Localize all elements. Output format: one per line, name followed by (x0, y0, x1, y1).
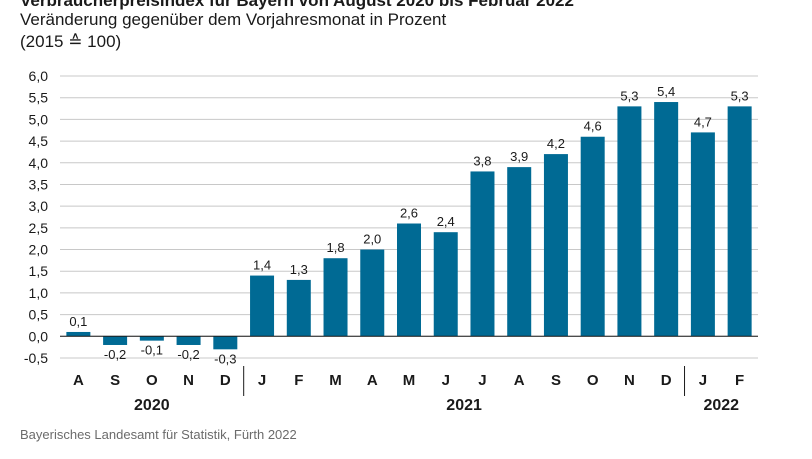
category-label: J (478, 372, 486, 389)
bar (507, 167, 532, 337)
bar (397, 223, 421, 337)
bar (139, 336, 164, 341)
category-label: A (367, 372, 378, 389)
data-label: 4,7 (694, 114, 712, 129)
data-label: 4,2 (547, 136, 565, 151)
category-label: O (146, 372, 158, 389)
data-labels: 0,1 -0,2 -0,1 -0,2 -0,3 1,4 1,3 1,8 2,0 2,6 2,4 3,8… (69, 84, 748, 366)
data-label: 5,3 (731, 88, 749, 103)
year-label: 2021 (446, 397, 482, 414)
bar (654, 102, 679, 337)
y-tick-label: 1,0 (29, 285, 49, 301)
data-label: 5,3 (620, 88, 638, 103)
category-label: M (403, 372, 416, 389)
bar (286, 279, 311, 337)
y-tick-label: 2,0 (29, 242, 49, 258)
data-label: 2,4 (437, 214, 455, 229)
bar (727, 106, 752, 337)
data-label: 1,3 (290, 262, 308, 277)
y-tick-label: 6,0 (29, 68, 49, 84)
category-label: F (294, 372, 303, 389)
data-label: 5,4 (657, 84, 675, 99)
chart-base-note: (2015 ≙ 100) (20, 32, 122, 51)
data-label: 1,8 (326, 240, 344, 255)
bar (66, 331, 91, 337)
year-label: 2020 (134, 397, 170, 414)
data-label: -0,2 (177, 347, 199, 362)
data-label: 1,4 (253, 258, 271, 273)
y-tick-label: 4,0 (29, 155, 49, 171)
bars (66, 102, 752, 350)
category-label: A (73, 372, 84, 389)
y-tick-label: 0,0 (29, 328, 49, 344)
category-label: F (735, 372, 744, 389)
y-tick-label: 5,5 (29, 90, 49, 106)
data-label: 3,9 (510, 149, 528, 164)
data-label: 0,1 (69, 314, 87, 329)
y-tick-label: 5,0 (29, 111, 49, 127)
y-tick-label: 3,0 (29, 198, 49, 214)
data-label: 4,6 (584, 119, 602, 134)
category-label: D (220, 372, 231, 389)
bar (360, 249, 385, 337)
bar (176, 336, 201, 345)
bar (690, 132, 715, 337)
bar (103, 336, 128, 345)
bar (323, 258, 348, 337)
data-label: -0,2 (104, 347, 126, 362)
bar (543, 154, 568, 337)
bar (213, 336, 238, 350)
category-label: N (183, 372, 194, 389)
category-label: N (624, 372, 635, 389)
bar (433, 232, 458, 337)
category-label: A (514, 372, 525, 389)
axis-lines (60, 335, 758, 396)
y-tick-label: 2,5 (29, 220, 49, 236)
bar (580, 136, 605, 337)
y-tick-label: 1,5 (29, 263, 49, 279)
data-label: 2,6 (400, 206, 418, 221)
data-label: -0,3 (214, 351, 236, 366)
y-tick-label: 3,5 (29, 176, 49, 192)
source-note: Bayerisches Landesamt für Statistik, Für… (20, 427, 297, 442)
category-label: D (661, 372, 672, 389)
y-tick-label: 0,5 (29, 307, 49, 323)
data-label: 2,0 (363, 232, 381, 247)
bar (617, 106, 642, 337)
category-label: S (110, 372, 120, 389)
category-label: M (329, 372, 342, 389)
data-label: 3,8 (473, 153, 491, 168)
y-tick-label: 4,5 (29, 133, 49, 149)
category-label: O (587, 372, 599, 389)
x-axis-year-labels: 2020 2021 2022 (134, 397, 739, 414)
category-label: J (699, 372, 707, 389)
bar (470, 171, 495, 337)
chart-subtitle: Veränderung gegenüber dem Vorjahresmonat… (20, 10, 447, 29)
y-tick-label: -0,5 (24, 350, 48, 366)
year-label: 2022 (703, 397, 739, 414)
data-label: -0,1 (141, 343, 163, 358)
category-label: J (258, 372, 266, 389)
chart-title: Verbraucherpreisindex für Bayern von Aug… (20, 0, 574, 10)
category-label: J (442, 372, 450, 389)
category-label: S (551, 372, 561, 389)
y-axis-tick-labels: 6,0 5,5 5,0 4,5 4,0 3,5 3,0 2,5 2,0 1,5 1,0 0,5 0,0 -… (24, 68, 48, 366)
bar (250, 275, 275, 337)
